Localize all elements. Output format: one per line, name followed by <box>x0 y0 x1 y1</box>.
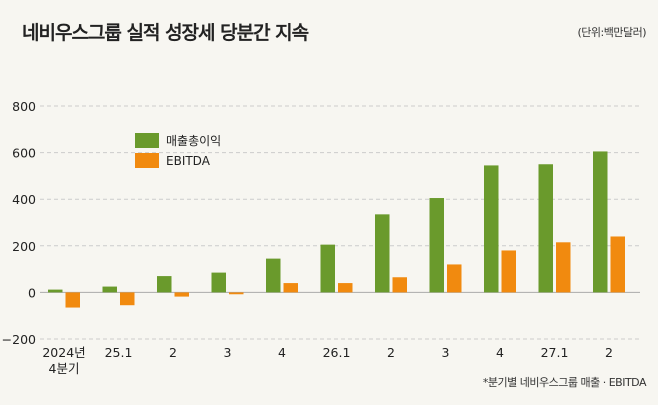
bar-ebitda <box>229 292 244 295</box>
bar-gross-profit <box>375 214 390 293</box>
x-tick-label: 4분기 <box>49 361 80 376</box>
bar-gross-profit <box>102 286 117 293</box>
x-tick-label: 3 <box>224 345 232 360</box>
bar-gross-profit <box>266 258 281 293</box>
bar-ebitda <box>556 242 571 293</box>
y-tick-label: 800 <box>12 99 36 114</box>
footnote: *분기별 네비우스그룹 매출 · EBITDA <box>482 376 647 389</box>
x-tick-label: 25.1 <box>105 345 133 360</box>
bar-ebitda <box>65 292 80 308</box>
bar-ebitda <box>392 277 407 293</box>
legend-label: EBITDA <box>166 154 211 168</box>
bar-gross-profit <box>157 276 172 293</box>
legend-label: 매출총이익 <box>166 134 221 148</box>
x-tick-label: 2 <box>387 345 395 360</box>
bar-gross-profit <box>538 164 553 293</box>
y-tick-label: 400 <box>12 192 36 207</box>
x-tick-label: 26.1 <box>323 345 351 360</box>
bar-ebitda <box>174 292 189 297</box>
bar-gross-profit <box>211 272 226 293</box>
unit-note: (단위:백만달러) <box>577 26 646 39</box>
bar-gross-profit <box>429 198 444 293</box>
bar-ebitda <box>338 283 353 293</box>
y-tick-label: 600 <box>12 146 36 161</box>
x-tick-label: 27.1 <box>541 345 569 360</box>
x-tick-label: 2 <box>605 345 613 360</box>
y-tick-label: 200 <box>12 239 36 254</box>
x-tick-label: 2 <box>169 345 177 360</box>
bar-ebitda <box>120 292 135 306</box>
x-tick-label: 4 <box>496 345 504 360</box>
x-tick-label: 3 <box>442 345 450 360</box>
y-tick-label: −200 <box>2 332 36 347</box>
chart-title: 네비우스그룹 실적 성장세 당분간 지속 <box>22 22 309 44</box>
bar-gross-profit <box>320 244 335 293</box>
bar-ebitda <box>610 236 625 293</box>
x-tick-label: 2024년 <box>42 345 85 360</box>
y-tick-label: 0 <box>28 285 36 300</box>
bar-ebitda <box>447 264 462 293</box>
bar-ebitda <box>283 283 298 293</box>
legend-swatch <box>135 153 159 168</box>
bar-gross-profit <box>484 165 499 293</box>
legend-swatch <box>135 133 159 148</box>
x-tick-label: 4 <box>278 345 286 360</box>
bar-gross-profit <box>593 151 608 293</box>
bar-gross-profit <box>48 289 63 293</box>
bar-ebitda <box>501 250 516 293</box>
